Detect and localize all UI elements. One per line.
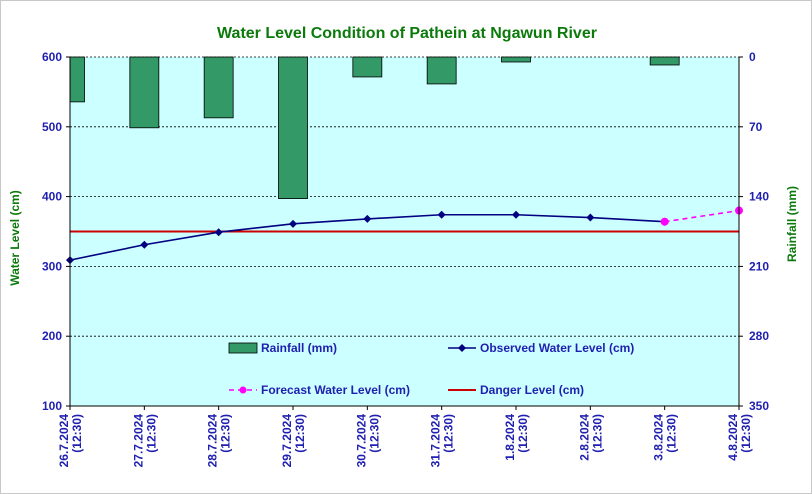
- observed-point: [586, 213, 595, 222]
- y-tick-label-left: 500: [42, 120, 62, 134]
- legend-swatch-rainfall: [228, 342, 258, 354]
- y-tick-label-right: 140: [749, 190, 769, 204]
- forecast-point: [660, 217, 669, 226]
- y-tick-label-right: 350: [749, 399, 769, 413]
- x-tick-label: 27.7.2024(12:30): [131, 414, 158, 468]
- grid-lines: [70, 56, 739, 337]
- legend-marker-observed: [458, 344, 466, 352]
- legend: Rainfall (mm) Observed Water Level (cm) Fo…: [228, 341, 634, 397]
- rainfall-bar: [352, 56, 383, 78]
- axes: [66, 56, 743, 410]
- forecast-water-level-line: [664, 209, 740, 223]
- legend-label: Danger Level (cm): [480, 383, 584, 397]
- x-tick-label: 31.7.2024(12:30): [429, 414, 456, 468]
- y-tick-label-right: 210: [749, 259, 769, 273]
- y-tick-label-right: 70: [749, 120, 763, 134]
- observed-point: [214, 228, 223, 237]
- y-tick-label-left: 100: [42, 399, 62, 413]
- y-axis-left-label: Water Level (cm): [8, 190, 22, 286]
- rainfall-bar: [203, 56, 234, 119]
- line-series: [66, 206, 743, 265]
- x-tick-label: 3.8.2024(12:30): [652, 414, 679, 461]
- observed-point: [437, 210, 446, 219]
- y-tick-label-left: 300: [42, 259, 62, 273]
- x-tick-label: 26.7.2024(12:30): [57, 414, 84, 468]
- y-tick-label-left: 200: [42, 329, 62, 343]
- y-tick-label-right: 0: [749, 50, 756, 64]
- y-tick-label-left: 400: [42, 190, 62, 204]
- observed-point: [289, 219, 297, 228]
- rainfall-bar: [649, 56, 680, 66]
- y-tick-label-left: 600: [42, 50, 62, 64]
- observed-point: [363, 214, 372, 223]
- legend-label: Observed Water Level (cm): [480, 341, 634, 355]
- observed-point: [512, 210, 520, 219]
- x-tick-label: 28.7.2024(12:30): [206, 414, 233, 468]
- observed-point: [140, 240, 149, 249]
- rainfall-bar: [278, 56, 308, 199]
- legend-label: Rainfall (mm): [261, 341, 337, 355]
- legend-label: Forecast Water Level (cm): [261, 383, 410, 397]
- x-tick-label: 1.8.2024(12:30): [503, 414, 530, 461]
- x-tick-label: 2.8.2024(12:30): [577, 414, 604, 461]
- rainfall-bar: [69, 56, 85, 103]
- y-axis-right-label: Rainfall (mm): [785, 186, 799, 262]
- rainfall-bar: [426, 56, 457, 85]
- rainfall-bar: [501, 56, 531, 63]
- x-tick-label: 30.7.2024(12:30): [354, 414, 381, 468]
- tick-labels: 100 200 300 400 500 600 0 70 140 210 280 350 26.7.20…: [42, 50, 769, 467]
- chart-title: Water Level Condition of Pathein at Ngaw…: [217, 25, 597, 42]
- y-tick-label-right: 280: [749, 329, 769, 343]
- x-tick-label: 4.8.2024(12:30): [726, 414, 753, 461]
- rainfall-bar: [129, 56, 160, 129]
- x-tick-label: 29.7.2024(12:30): [280, 414, 307, 468]
- legend-marker-forecast: [239, 386, 247, 394]
